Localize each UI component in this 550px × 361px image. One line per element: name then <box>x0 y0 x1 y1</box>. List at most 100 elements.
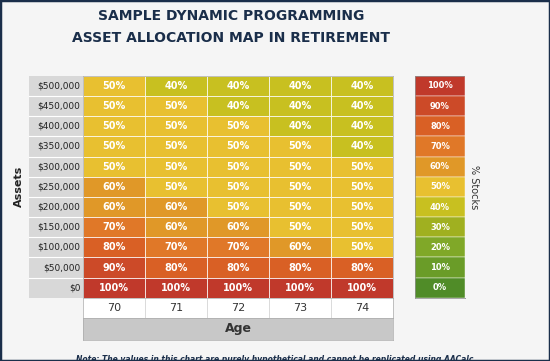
Text: $150,000: $150,000 <box>37 223 80 232</box>
Text: 80%: 80% <box>289 262 312 273</box>
Bar <box>269 76 331 96</box>
Bar <box>331 136 393 157</box>
Text: 40%: 40% <box>350 101 374 111</box>
Text: 70%: 70% <box>164 242 188 252</box>
Bar <box>83 217 145 237</box>
Bar <box>83 136 145 157</box>
Text: 100%: 100% <box>347 283 377 293</box>
Text: 50%: 50% <box>289 202 312 212</box>
Text: 40%: 40% <box>350 142 374 152</box>
Bar <box>207 197 269 217</box>
Bar <box>207 217 269 237</box>
Bar <box>269 177 331 197</box>
Text: 60%: 60% <box>227 222 250 232</box>
Bar <box>269 278 331 298</box>
Text: $100,000: $100,000 <box>37 243 80 252</box>
Text: $450,000: $450,000 <box>37 101 80 110</box>
Text: 20%: 20% <box>430 243 450 252</box>
Bar <box>207 257 269 278</box>
Text: 80%: 80% <box>350 262 374 273</box>
Text: 50%: 50% <box>350 182 374 192</box>
Text: 100%: 100% <box>99 283 129 293</box>
Bar <box>415 76 465 96</box>
Text: 0%: 0% <box>433 283 447 292</box>
Text: 60%: 60% <box>164 222 188 232</box>
Text: Note: The values in this chart are purely hypothetical and cannot be replicated : Note: The values in this chart are purel… <box>76 356 474 361</box>
Text: 60%: 60% <box>289 242 312 252</box>
Text: $500,000: $500,000 <box>37 81 80 90</box>
Bar <box>83 278 145 298</box>
Bar <box>331 257 393 278</box>
Bar <box>145 177 207 197</box>
Bar <box>207 237 269 257</box>
Bar <box>83 76 145 96</box>
Text: 50%: 50% <box>289 162 312 171</box>
Text: 60%: 60% <box>102 202 126 212</box>
Text: 80%: 80% <box>430 122 450 131</box>
Text: 50%: 50% <box>430 182 450 191</box>
Bar <box>83 96 145 116</box>
Text: 70: 70 <box>107 303 121 313</box>
Text: 60%: 60% <box>164 202 188 212</box>
Text: 73: 73 <box>293 303 307 313</box>
Text: 50%: 50% <box>102 101 126 111</box>
Text: 50%: 50% <box>289 182 312 192</box>
Text: 40%: 40% <box>289 81 312 91</box>
Bar <box>331 157 393 177</box>
Text: 50%: 50% <box>289 222 312 232</box>
Bar <box>145 197 207 217</box>
Bar <box>415 217 465 237</box>
Text: 50%: 50% <box>102 81 126 91</box>
Text: SAMPLE DYNAMIC PROGRAMMING: SAMPLE DYNAMIC PROGRAMMING <box>98 9 364 23</box>
Bar <box>331 278 393 298</box>
Bar <box>83 237 145 257</box>
Bar <box>145 96 207 116</box>
Bar <box>331 217 393 237</box>
Bar <box>83 197 145 217</box>
Text: 50%: 50% <box>350 222 374 232</box>
Text: $0: $0 <box>69 283 80 292</box>
Bar <box>83 257 145 278</box>
Text: 40%: 40% <box>350 81 374 91</box>
Text: 40%: 40% <box>289 121 312 131</box>
Bar <box>83 116 145 136</box>
Bar <box>415 237 465 257</box>
Text: 90%: 90% <box>430 101 450 110</box>
Text: 50%: 50% <box>350 162 374 171</box>
Text: 50%: 50% <box>227 182 250 192</box>
Text: 50%: 50% <box>164 182 188 192</box>
Bar <box>207 177 269 197</box>
Bar <box>269 257 331 278</box>
Text: $300,000: $300,000 <box>37 162 80 171</box>
Text: Age: Age <box>224 322 252 335</box>
Bar <box>269 96 331 116</box>
Bar <box>207 76 269 96</box>
Bar <box>415 197 465 217</box>
Bar <box>269 116 331 136</box>
Text: 10%: 10% <box>430 263 450 272</box>
Bar <box>331 96 393 116</box>
Bar <box>145 217 207 237</box>
Text: 50%: 50% <box>227 142 250 152</box>
Bar <box>269 157 331 177</box>
Bar <box>145 76 207 96</box>
Text: ASSET ALLOCATION MAP IN RETIREMENT: ASSET ALLOCATION MAP IN RETIREMENT <box>72 31 390 45</box>
Bar <box>415 177 465 197</box>
Text: 50%: 50% <box>102 121 126 131</box>
Text: 50%: 50% <box>164 162 188 171</box>
Bar <box>207 278 269 298</box>
Bar <box>331 177 393 197</box>
Text: 74: 74 <box>355 303 370 313</box>
Text: 60%: 60% <box>102 182 126 192</box>
Text: 60%: 60% <box>430 162 450 171</box>
Bar <box>207 136 269 157</box>
Text: 40%: 40% <box>350 121 374 131</box>
Text: $50,000: $50,000 <box>43 263 80 272</box>
Bar <box>83 177 145 197</box>
Bar <box>331 197 393 217</box>
Text: 70%: 70% <box>227 242 250 252</box>
Bar <box>269 136 331 157</box>
Text: Assets: Assets <box>14 166 24 208</box>
Bar <box>207 96 269 116</box>
Text: 50%: 50% <box>164 142 188 152</box>
